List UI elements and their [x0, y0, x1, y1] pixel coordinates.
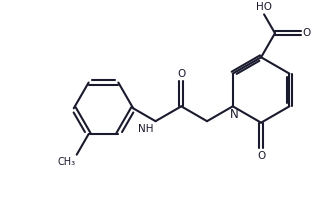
- Text: CH₃: CH₃: [58, 157, 76, 167]
- Text: HO: HO: [256, 2, 272, 12]
- Text: N: N: [229, 108, 238, 121]
- Text: O: O: [257, 151, 265, 161]
- Text: O: O: [303, 28, 311, 38]
- Text: NH: NH: [138, 124, 154, 134]
- Text: O: O: [177, 69, 185, 79]
